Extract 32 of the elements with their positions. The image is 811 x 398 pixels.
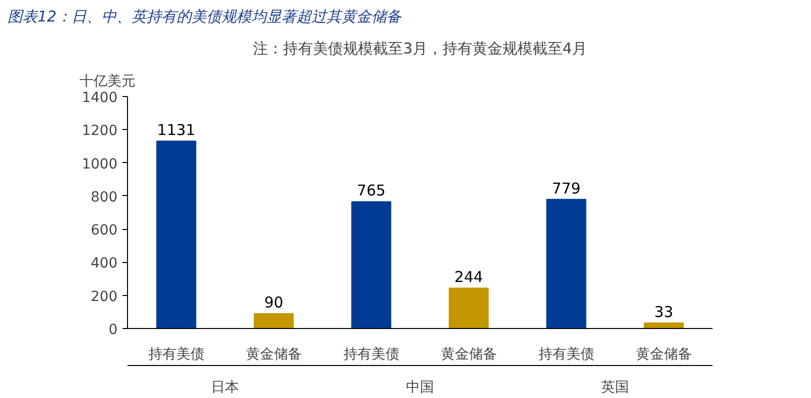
- y-axis-title: 十亿美元: [80, 74, 136, 90]
- y-tick-label: 1200: [82, 123, 118, 140]
- text: 中国: [406, 380, 434, 396]
- data-label: 779: [552, 179, 581, 198]
- data-label: 765: [356, 182, 386, 200]
- text: 英国: [601, 380, 629, 396]
- y-tick-label: 200: [90, 288, 118, 305]
- bar: [351, 201, 392, 328]
- bar: [254, 313, 294, 328]
- bar: [644, 322, 684, 328]
- data-label: 33: [654, 303, 674, 322]
- bar: [156, 140, 196, 328]
- y-tick-label: 1000: [82, 156, 118, 172]
- data-label: 244: [454, 268, 484, 286]
- y-tick-label: 400: [90, 256, 118, 272]
- x-tick-label: 持有美债: [343, 346, 400, 362]
- text: 注：持有美债规模截至3月，持有黄金规模截至4月: [252, 40, 588, 58]
- chart-title: 图表12：日、中、英持有的美债规模均显著超过其黄金储备: [8, 8, 403, 26]
- y-tick-label: 800: [90, 189, 118, 206]
- y-tick-label: 600: [90, 222, 118, 239]
- y-tick-label: 0: [108, 322, 118, 338]
- x-tick-label: 持有美债: [538, 346, 594, 362]
- text: 日本: [211, 380, 239, 396]
- y-tick-label: 1400: [82, 90, 118, 106]
- data-label: 90: [264, 294, 284, 312]
- x-tick-label: 持有美债: [148, 346, 204, 362]
- bar: [448, 288, 489, 328]
- data-label: 1131: [157, 121, 196, 140]
- x-tick-label: 黄金储备: [636, 346, 692, 362]
- x-tick-label: 黄金储备: [440, 346, 497, 362]
- x-tick-label: 黄金储备: [246, 346, 302, 362]
- bar: [546, 198, 586, 328]
